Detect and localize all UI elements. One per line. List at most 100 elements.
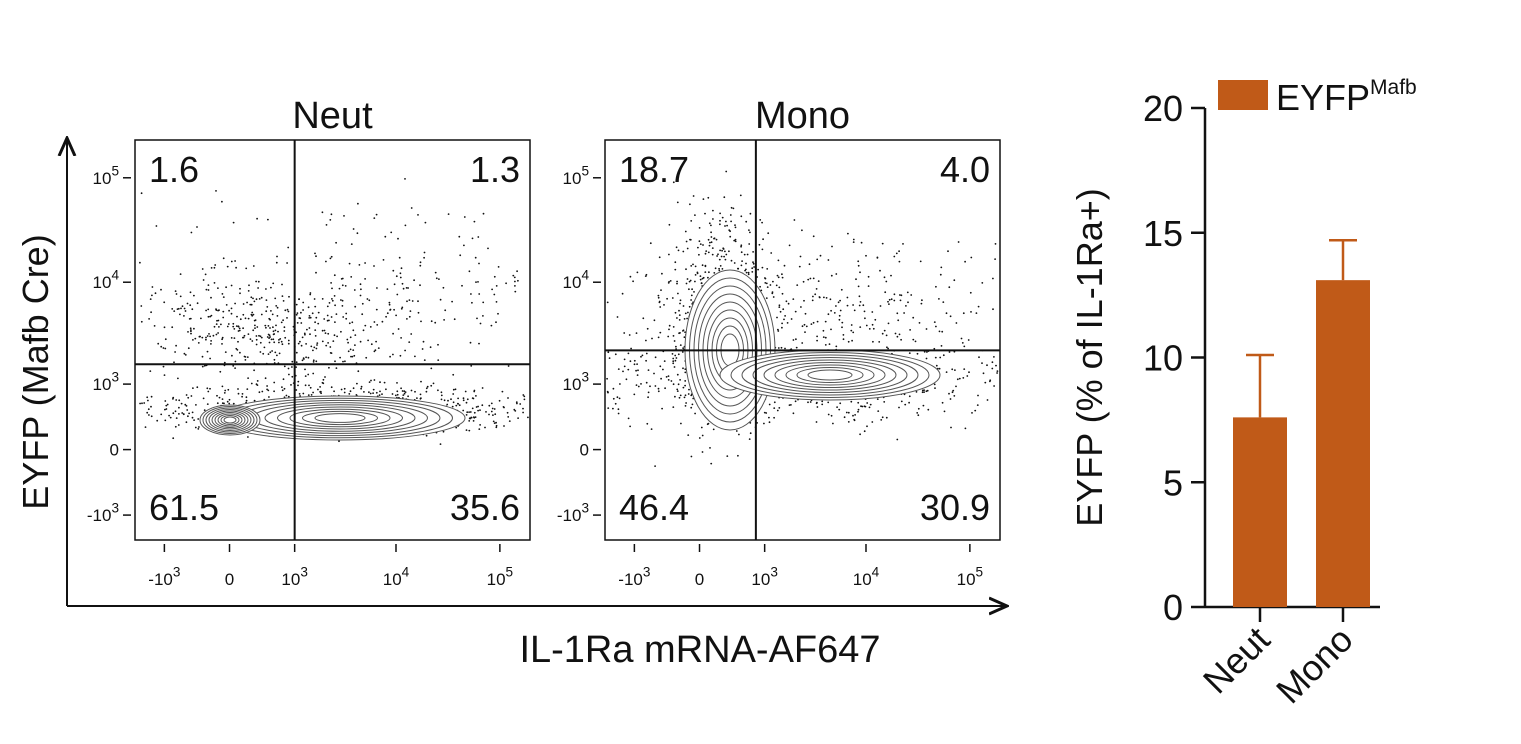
event-dot [515,401,518,404]
event-dot [304,333,306,336]
event-dot [676,280,678,283]
event-dot [251,314,254,317]
event-dot [375,213,378,216]
event-dot [434,321,437,324]
event-dot [348,322,351,325]
event-dot [945,312,948,315]
event-dot [910,294,913,296]
event-dot [407,287,409,289]
event-dot [728,250,730,253]
event-dot [859,433,861,436]
event-dot [334,304,336,307]
event-dot [222,296,225,298]
event-dot [187,331,189,333]
event-dot [251,311,254,314]
event-dot [494,413,497,416]
event-dot [721,249,723,252]
event-dot [228,309,231,312]
event-dot [822,329,825,332]
event-dot [301,336,304,339]
event-dot [266,306,269,308]
event-dot [765,412,768,414]
event-dot [277,330,279,333]
event-dot [479,322,482,325]
event-dot [473,411,476,414]
event-dot [688,288,690,291]
event-dot [745,220,748,223]
event-dot [776,274,779,277]
contour-line [217,413,243,427]
event-dot [308,315,311,317]
event-dot [477,281,479,283]
event-dot [249,303,252,306]
event-dot [417,311,420,314]
x-tick-label-base: -10 [618,570,643,589]
event-dot [854,414,856,416]
event-dot [759,219,762,221]
event-dot [986,364,988,367]
event-dot [839,402,842,405]
event-dot [236,315,238,318]
event-dot [649,242,652,245]
event-dot [672,181,675,184]
event-dot [244,317,247,320]
y-tick-label-exponent: 3 [581,370,589,385]
event-dot [682,367,684,370]
event-dot [824,344,827,346]
event-dot [654,356,657,359]
event-dot [164,347,167,350]
event-dot [909,329,911,331]
event-dot [490,410,493,413]
event-dot [701,264,704,267]
contour-line [211,410,249,430]
event-dot [490,324,493,327]
event-dot [867,275,870,278]
event-dot [748,438,751,440]
event-dot [676,390,679,392]
panel-title: Mono [755,95,850,137]
event-dot [160,288,162,291]
event-dot [226,325,229,328]
event-dot [672,360,675,363]
x-axis-label: IL-1Ra mRNA-AF647 [519,629,880,671]
event-dot [893,299,896,302]
event-dot [993,385,995,387]
event-dot [286,308,289,311]
event-dot [287,367,290,370]
event-dot [642,317,645,320]
event-dot [276,315,279,317]
event-dot [766,268,769,270]
event-dot [661,272,663,275]
event-dot [921,391,924,394]
event-dot [210,343,212,345]
event-dot [795,338,797,341]
y-tick-label-base: 10 [93,169,112,188]
event-dot [681,351,684,353]
event-dot [922,404,925,407]
event-dot [225,304,228,306]
event-dot [752,261,754,264]
event-dot [991,361,994,364]
event-dot [264,324,267,327]
event-dot [190,329,192,331]
event-dot [221,398,224,400]
event-dot [291,366,293,368]
event-dot [650,428,653,430]
event-dot [872,327,875,330]
event-dot [140,320,143,323]
event-dot [678,319,681,321]
event-dot [187,396,190,399]
event-dot [692,263,694,266]
event-dot [260,336,263,339]
event-dot [701,277,704,280]
event-dot [393,308,395,311]
event-dot [392,269,395,272]
event-dot [457,402,459,405]
contour-line [205,407,255,433]
event-dot [327,332,330,335]
event-dot [406,318,408,320]
event-dot [192,339,194,341]
event-dot [269,351,272,354]
event-dot [955,385,957,388]
event-dot [725,170,728,173]
